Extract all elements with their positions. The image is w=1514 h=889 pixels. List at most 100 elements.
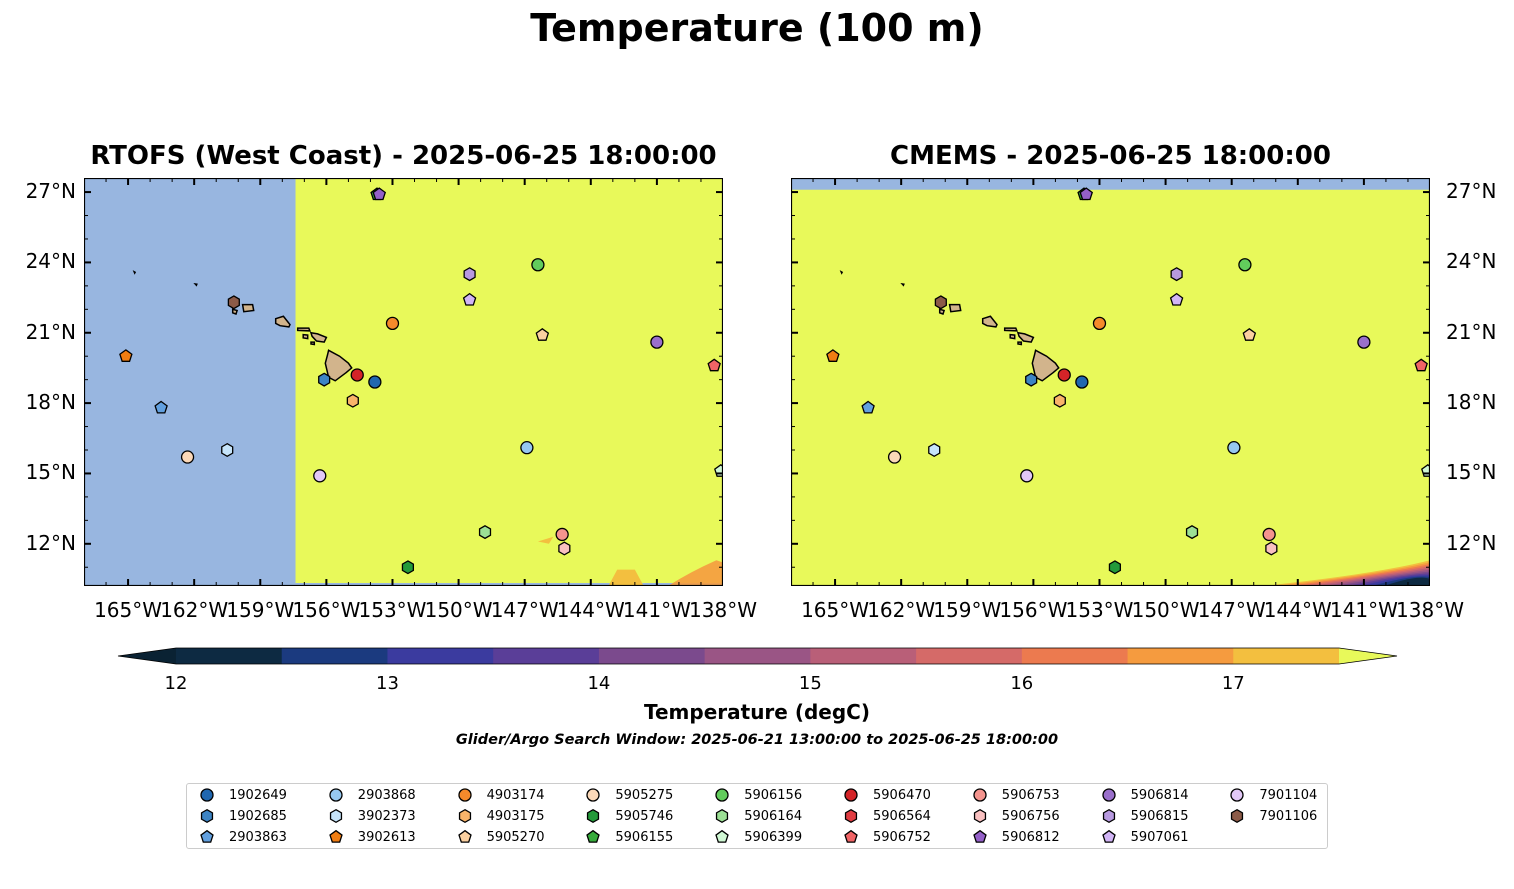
colorbar	[117, 647, 1398, 665]
colorbar-tick-label: 14	[587, 673, 611, 694]
legend-entry-5906756: 5906756	[972, 808, 1060, 824]
legend-label: 5905746	[615, 808, 674, 824]
platform-5905270-marker	[1242, 327, 1257, 341]
y-tick-label-right: 21°N	[1446, 319, 1497, 344]
warm-contour-patch	[608, 569, 644, 586]
colorbar-tick-label: 13	[376, 673, 399, 694]
legend-label: 5906815	[1130, 808, 1189, 824]
niihau-island	[231, 308, 239, 315]
hexagon-marker-icon	[329, 808, 342, 824]
x-tick-label: 165°W	[801, 598, 870, 622]
legend-label: 5906756	[1001, 808, 1060, 824]
legend-label: 2903863	[229, 829, 287, 845]
circle-marker-icon	[586, 788, 601, 802]
x-tick-label: 138°W	[689, 598, 757, 622]
legend-entry-5906155: 5906155	[585, 829, 673, 845]
x-tick-label: 153°W	[1065, 598, 1134, 622]
circle-marker-icon	[973, 788, 987, 802]
platform-2903868-marker	[520, 441, 534, 455]
legend-marker-7901106	[1231, 808, 1244, 824]
legend-label: 5905275	[615, 787, 674, 803]
legend-marker-3902373	[329, 808, 342, 824]
map-ticks	[84, 178, 723, 586]
platform-3902613-marker	[826, 349, 840, 362]
colorbar-band	[704, 648, 811, 664]
legend-entry-5905746: 5905746	[585, 808, 673, 824]
colorbar-band	[1127, 648, 1234, 664]
hexagon-marker-icon	[844, 808, 858, 824]
legend-label: 4903174	[486, 787, 545, 803]
x-tick-label: 156°W	[292, 598, 361, 622]
circle-marker-icon	[844, 788, 858, 802]
legend-label: 4903175	[486, 808, 545, 824]
platform-1902685-marker	[318, 372, 331, 387]
nihoa-island	[193, 282, 198, 287]
pentagon-marker-icon	[329, 829, 343, 843]
legend-label: 5906752	[873, 829, 931, 845]
legend-label: 1902649	[229, 787, 287, 803]
x-tick-label: 147°W	[1197, 598, 1266, 622]
legend-label: 5905270	[486, 829, 545, 845]
platform-7901104-marker	[1020, 469, 1034, 483]
legend-entry-5905275: 5905275	[585, 787, 673, 803]
platform-4903175-marker	[346, 393, 359, 408]
colorbar-outline	[117, 647, 1398, 665]
legend-label: 5906814	[1130, 787, 1189, 803]
legend-label: 5906155	[615, 829, 674, 845]
platform-5906753-marker	[555, 527, 569, 542]
map-frame	[84, 178, 723, 586]
hawaii-island	[1031, 349, 1060, 382]
circle-marker-icon	[457, 788, 472, 802]
legend-marker-2903863	[200, 829, 214, 843]
platform-5906470-marker	[1057, 368, 1071, 382]
platform-5905746-marker	[401, 560, 415, 575]
legend-entry-7901104: 7901104	[1229, 787, 1317, 803]
platform-7901104-marker	[313, 469, 327, 483]
model-no-data-strip	[295, 583, 723, 586]
legend-marker-3902613	[329, 829, 343, 843]
colorbar-band	[1233, 648, 1340, 664]
colorbar-tick-label: 15	[798, 673, 822, 694]
colorbar-band	[810, 648, 917, 664]
niihau-island	[938, 308, 946, 315]
x-tick-label: 138°W	[1396, 598, 1464, 622]
platform-5906756-marker	[558, 541, 571, 556]
legend-marker-1902649	[200, 788, 214, 802]
legend-marker-2903868	[329, 788, 343, 802]
y-tick-label-left: 21°N	[25, 319, 76, 344]
legend-entry-1902685: 1902685	[199, 808, 287, 824]
hexagon-marker-icon	[1102, 808, 1115, 824]
x-tick-label: 159°W	[933, 598, 1002, 622]
legend-marker-5906470	[844, 788, 858, 802]
y-tick-label-right: 24°N	[1446, 249, 1497, 274]
legend-entry-5906564: 5906564	[843, 808, 931, 824]
x-tick-label: 144°W	[1263, 598, 1332, 622]
x-tick-label: 153°W	[358, 598, 427, 622]
platform-5905746-marker	[1108, 560, 1122, 575]
warm-contour-patch	[537, 536, 554, 544]
platform-5906752-marker	[1414, 358, 1428, 372]
figure-title: Temperature (100 m)	[530, 6, 984, 50]
warm-contour-patch	[667, 560, 723, 586]
legend-marker-5906756	[973, 808, 986, 824]
platform-legend: 1902649 1902685 2903863 2903868 3902373 39026…	[186, 783, 1328, 849]
platform-5907061-marker	[1169, 292, 1184, 306]
x-tick-label: 156°W	[999, 598, 1068, 622]
legend-entry-5906399: 5906399	[714, 829, 802, 845]
x-tick-label: 162°W	[160, 598, 229, 622]
platform-5906814-marker	[650, 335, 664, 349]
legend-label: 5906564	[873, 808, 931, 824]
legend-marker-5906753	[973, 788, 987, 802]
platform-5906756-marker	[1265, 541, 1278, 556]
legend-marker-5906564	[844, 808, 858, 824]
molokai-island	[1003, 327, 1019, 332]
colorbar-tick-label: 17	[1221, 673, 1245, 694]
legend-entry-5907061: 5907061	[1101, 829, 1189, 845]
circle-marker-icon	[1101, 788, 1116, 802]
platform-5906753-marker	[1262, 527, 1276, 542]
platform-5907061-marker	[462, 292, 477, 306]
legend-marker-5906155	[586, 829, 601, 843]
colorbar-title: Temperature (degC)	[644, 700, 870, 724]
kahoolawe-island	[1017, 341, 1023, 346]
necker-island	[132, 270, 137, 275]
